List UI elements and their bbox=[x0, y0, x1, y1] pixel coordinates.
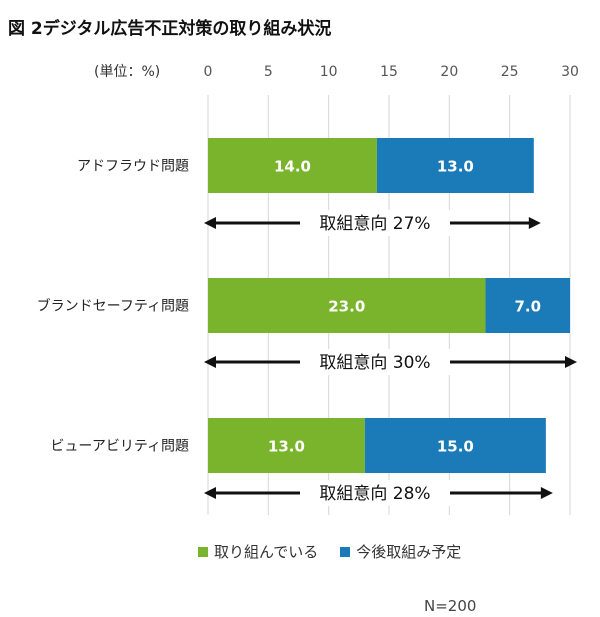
x-tick-label: 25 bbox=[501, 64, 519, 80]
intent-label: 取組意向 30% bbox=[319, 353, 430, 373]
legend-label-planned: 今後取組み予定 bbox=[356, 543, 462, 561]
bar-segment bbox=[208, 278, 486, 333]
x-tick-label: 0 bbox=[204, 64, 213, 80]
intent-label-bg bbox=[300, 480, 450, 506]
data-label: 15.0 bbox=[437, 438, 474, 456]
x-tick-label: 20 bbox=[440, 64, 458, 80]
intent-label-bg bbox=[300, 349, 450, 375]
legend-item-planned: 今後取組み予定 bbox=[340, 541, 461, 562]
unit-label: (単位：%) bbox=[94, 64, 160, 80]
data-label: 7.0 bbox=[514, 298, 541, 316]
bar-segment bbox=[364, 418, 546, 473]
bar-segment bbox=[208, 138, 377, 193]
data-label: 23.0 bbox=[328, 298, 365, 316]
arrow-head-right bbox=[540, 487, 553, 499]
x-tick-label: 5 bbox=[264, 64, 273, 80]
bar-segment bbox=[208, 418, 365, 473]
arrow-head-left bbox=[204, 217, 216, 229]
legend-item-doing: 取り組んでいる bbox=[198, 541, 318, 562]
arrow-head-left bbox=[204, 356, 216, 368]
category-label: アドフラウド問題 bbox=[77, 159, 189, 175]
intent-label-bg bbox=[300, 210, 450, 236]
arrow-head-right bbox=[565, 356, 577, 368]
legend-swatch-planned bbox=[340, 546, 351, 557]
category-label: ブランドセーフティ問題 bbox=[37, 298, 189, 315]
intent-label: 取組意向 27% bbox=[319, 214, 430, 234]
category-label: ビューアビリティ問題 bbox=[50, 439, 189, 455]
legend: 取り組んでいる 今後取組み予定 bbox=[198, 541, 461, 562]
intent-label: 取組意向 28% bbox=[319, 484, 430, 504]
x-tick-label: 15 bbox=[380, 64, 398, 80]
x-tick-label: 10 bbox=[320, 64, 338, 80]
bar-segment bbox=[376, 138, 534, 193]
x-tick-label: 30 bbox=[561, 64, 579, 80]
legend-label-doing: 取り組んでいる bbox=[214, 543, 319, 561]
legend-swatch-doing bbox=[198, 546, 208, 557]
arrow-head-right bbox=[528, 217, 541, 229]
sample-size-note: N=200 bbox=[424, 597, 477, 615]
data-label: 13.0 bbox=[268, 438, 305, 456]
arrow-head-left bbox=[204, 487, 216, 499]
bar-segment bbox=[485, 278, 570, 333]
data-label: 14.0 bbox=[274, 158, 311, 176]
chart-title: 図 2デジタル広告不正対策の取り組み状況 bbox=[8, 19, 332, 39]
data-label: 13.0 bbox=[437, 158, 474, 176]
